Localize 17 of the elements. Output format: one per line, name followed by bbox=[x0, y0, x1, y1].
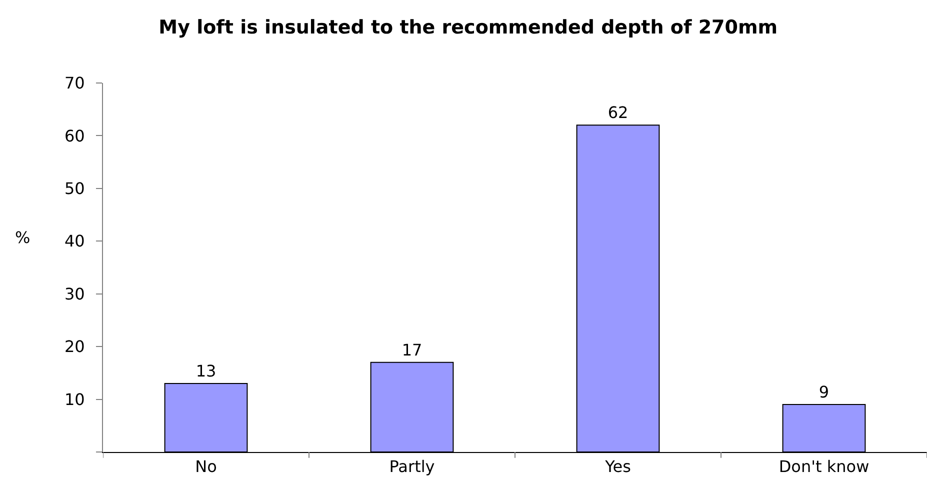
y-tick-label: 50 bbox=[64, 179, 85, 198]
x-tick-label: Partly bbox=[389, 457, 435, 476]
y-tick-label: 70 bbox=[64, 74, 85, 93]
x-tick-label: Don't know bbox=[778, 457, 870, 476]
y-tick-label: 20 bbox=[64, 337, 85, 356]
chart-title: My loft is insulated to the recommended depth of 270mm bbox=[158, 16, 778, 39]
y-tick-label: 30 bbox=[64, 284, 85, 304]
data-label: 13 bbox=[196, 361, 216, 380]
x-tick-label: No bbox=[195, 457, 217, 476]
y-axis-title: % bbox=[15, 228, 30, 247]
y-tick-label: 10 bbox=[64, 390, 85, 409]
x-tick-label: Yes bbox=[604, 457, 631, 476]
data-label: 9 bbox=[818, 382, 830, 402]
y-tick-label: 60 bbox=[64, 126, 85, 146]
data-label: 17 bbox=[402, 340, 422, 360]
data-label: 62 bbox=[608, 103, 628, 122]
y-tick-label: 40 bbox=[64, 232, 85, 251]
